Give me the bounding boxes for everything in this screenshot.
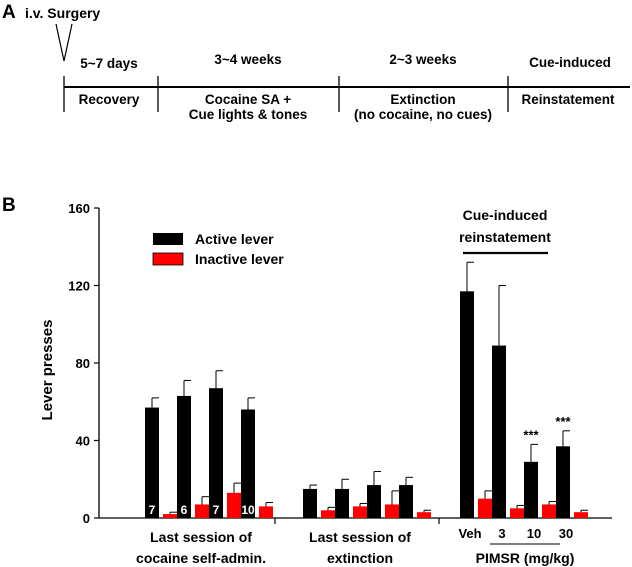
active-bar: [556, 446, 570, 518]
legend-label-active: Active lever: [195, 231, 274, 247]
group-label: PIMSR (mg/kg): [476, 550, 575, 566]
active-bar: [460, 291, 474, 518]
group-label: cocaine self-admin.: [136, 550, 266, 566]
panel-a-label: A: [2, 2, 16, 23]
sample-size-label: 7: [149, 503, 156, 517]
dose-tick-label: Veh: [458, 526, 481, 541]
inactive-bar: [542, 504, 556, 518]
active-bar: [399, 485, 413, 518]
phase-duration: 3~4 weeks: [214, 52, 281, 67]
phase-description: Cocaine SA +: [205, 92, 291, 107]
start-arrow-icon: [55, 23, 73, 62]
sample-size-label: 6: [181, 503, 188, 517]
legend-swatch-active: [153, 233, 183, 245]
legend: Active lever Inactive lever: [152, 231, 284, 267]
sample-size-label: 10: [241, 503, 255, 517]
active-bar: [524, 461, 538, 518]
chart-marks: 7 6 7 10 *** ***: [145, 261, 588, 518]
inactive-bar: [478, 498, 492, 518]
inactive-bar: [163, 514, 177, 518]
y-tick-label: 120: [68, 279, 90, 294]
annotation-line: Cue-induced: [463, 207, 548, 223]
active-bar: [241, 409, 255, 518]
active-bar: [492, 345, 506, 518]
annotation-line: reinstatement: [459, 229, 551, 245]
inactive-bar: [385, 504, 399, 518]
timeline-panel: A i.v. Surgery 5~7 days Recovery 3~4 wee…: [2, 2, 630, 122]
inactive-bar: [510, 508, 524, 518]
group-label: extinction: [327, 550, 393, 566]
y-tick-label: 0: [83, 511, 90, 526]
active-bar: [209, 388, 223, 518]
phase-duration: 2~3 weeks: [389, 52, 456, 67]
start-event-label: i.v. Surgery: [25, 5, 100, 21]
inactive-bar: [227, 492, 241, 518]
group-label: Last session of: [150, 529, 252, 545]
inactive-bar: [417, 512, 431, 518]
dose-tick-label: 30: [559, 526, 573, 541]
inactive-bar: [195, 504, 209, 518]
y-tick-label: 160: [68, 201, 90, 216]
inactive-bar: [353, 506, 367, 518]
phase-duration: 5~7 days: [80, 56, 137, 71]
group-label: Last session of: [309, 529, 411, 545]
significance-marker: ***: [523, 427, 539, 442]
phase-description: Reinstatement: [521, 92, 615, 107]
y-axis-label: Lever presses: [39, 320, 56, 421]
phase-description: Extinction: [390, 92, 455, 107]
active-bar: [335, 488, 349, 518]
dose-tick-label: 3: [498, 526, 505, 541]
group-labels: Veh 3 10 30 Last session of cocaine self-admi…: [136, 518, 574, 566]
sample-size-label: 7: [213, 503, 220, 517]
legend-label-inactive: Inactive lever: [195, 251, 284, 267]
reinstatement-annotation: Cue-induced reinstatement: [459, 207, 551, 255]
bar-chart: Lever presses 0 40 80 120 160 7 6 7 10 *** *** Ve…: [39, 201, 612, 566]
phase-description: Recovery: [79, 92, 140, 107]
phase-description: (no cocaine, no cues): [354, 107, 492, 122]
dose-tick-label: 10: [527, 526, 541, 541]
active-bar: [303, 488, 317, 518]
inactive-bar: [321, 510, 335, 518]
y-tick-label: 40: [76, 434, 90, 449]
active-bar: [145, 407, 159, 518]
active-bar: [177, 395, 191, 518]
phase-duration: Cue-induced: [529, 55, 611, 70]
legend-swatch-inactive: [152, 252, 184, 266]
active-bar: [367, 485, 381, 518]
panel-b-label: B: [2, 195, 16, 216]
y-tick-label: 80: [76, 356, 90, 371]
significance-marker: ***: [555, 414, 571, 429]
y-ticks: 0 40 80 120 160: [68, 201, 99, 526]
inactive-bar: [259, 506, 273, 518]
inactive-bar: [574, 512, 588, 518]
phase-description: Cue lights & tones: [189, 107, 308, 122]
